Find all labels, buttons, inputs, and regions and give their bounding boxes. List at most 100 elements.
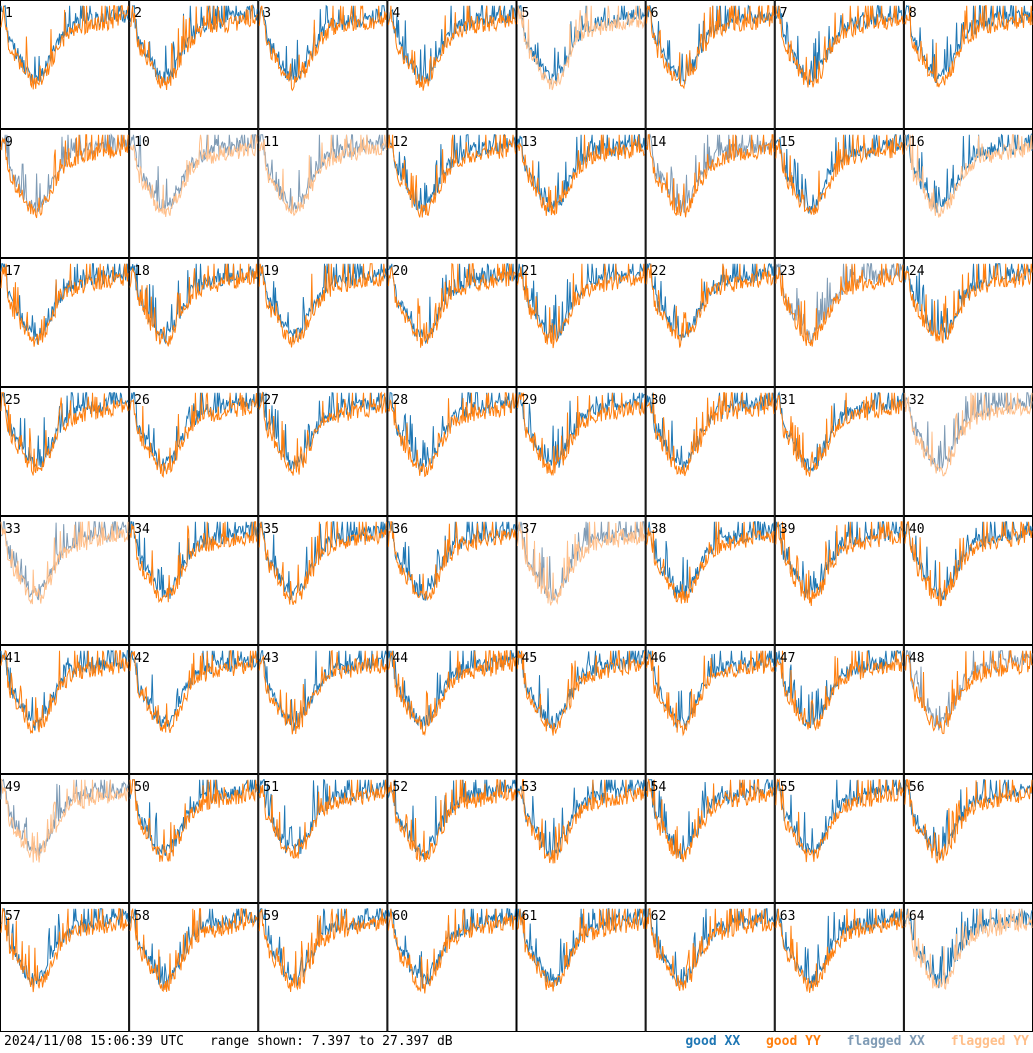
legend-good-xx: good XX bbox=[685, 1034, 741, 1049]
panel-31: 31 bbox=[774, 387, 904, 516]
xx-series-line bbox=[129, 3, 258, 85]
xx-series-line bbox=[646, 779, 775, 860]
yy-series-line bbox=[775, 263, 904, 347]
legend-good-yy: good YY bbox=[765, 1034, 821, 1049]
yy-series-line bbox=[129, 263, 258, 347]
panel-50: 50 bbox=[129, 774, 259, 903]
yy-series-line bbox=[387, 521, 516, 601]
yy-series-line bbox=[904, 392, 1033, 477]
panel-number-label: 17 bbox=[5, 264, 21, 279]
panel-number-label: 54 bbox=[651, 780, 667, 795]
yy-series-line bbox=[646, 650, 775, 737]
panel-number-label: 47 bbox=[780, 651, 796, 666]
panel-number-label: 64 bbox=[909, 909, 925, 924]
panel-12: 12 bbox=[387, 129, 517, 258]
panel-8: 8 bbox=[903, 0, 1033, 129]
panel-frame bbox=[516, 387, 646, 516]
yy-series-line bbox=[258, 5, 387, 92]
yy-series-line bbox=[646, 908, 775, 991]
yy-series-line bbox=[0, 134, 129, 219]
xx-series-line bbox=[775, 779, 904, 857]
panel-22: 22 bbox=[645, 258, 775, 387]
panel-41: 41 bbox=[0, 645, 130, 774]
yy-series-line bbox=[258, 649, 387, 735]
xx-series-line bbox=[904, 392, 1033, 472]
panel-number-label: 14 bbox=[651, 135, 667, 150]
panel-frame bbox=[774, 516, 904, 645]
panel-number-label: 7 bbox=[780, 6, 788, 21]
yy-series-line bbox=[0, 907, 129, 993]
panel-58: 58 bbox=[129, 903, 259, 1032]
yy-series-line bbox=[517, 521, 646, 606]
panel-5: 5 bbox=[516, 0, 646, 129]
xx-series-line bbox=[775, 263, 904, 344]
panel-25: 25 bbox=[0, 387, 130, 516]
yy-series-line bbox=[775, 392, 904, 477]
panel-number-label: 15 bbox=[780, 135, 796, 150]
yy-series-line bbox=[258, 263, 387, 348]
panel-49: 49 bbox=[0, 774, 130, 903]
panel-64: 64 bbox=[903, 903, 1033, 1032]
panel-6: 6 bbox=[645, 0, 775, 129]
yy-series-line bbox=[129, 134, 258, 217]
timestamp-label: 2024/11/08 15:06:39 UTC bbox=[4, 1034, 185, 1049]
yy-series-line bbox=[517, 263, 646, 349]
xx-series-line bbox=[904, 263, 1033, 340]
panel-number-label: 42 bbox=[134, 651, 150, 666]
panel-number-label: 39 bbox=[780, 522, 796, 537]
yy-series-line bbox=[258, 908, 387, 992]
panel-number-label: 26 bbox=[134, 393, 150, 408]
yy-series-line bbox=[517, 392, 646, 477]
panel-number-label: 33 bbox=[5, 522, 21, 537]
panel-33: 33 bbox=[0, 516, 130, 645]
panel-63: 63 bbox=[774, 903, 904, 1032]
yy-series-line bbox=[129, 650, 258, 734]
panel-7: 7 bbox=[774, 0, 904, 129]
yy-series-line bbox=[387, 134, 516, 218]
panel-46: 46 bbox=[645, 645, 775, 774]
panel-number-label: 5 bbox=[522, 6, 530, 21]
panel-4: 4 bbox=[387, 0, 517, 129]
yy-series-line bbox=[0, 392, 129, 476]
panel-number-label: 18 bbox=[134, 264, 150, 279]
yy-series-line bbox=[517, 650, 646, 736]
panel-57: 57 bbox=[0, 903, 130, 1032]
yy-series-line bbox=[904, 779, 1033, 864]
panel-number-label: 29 bbox=[522, 393, 538, 408]
yy-series-line bbox=[0, 521, 129, 605]
yy-series-line bbox=[129, 521, 258, 604]
panel-number-label: 46 bbox=[651, 651, 667, 666]
panel-frame bbox=[516, 903, 646, 1032]
panel-29: 29 bbox=[516, 387, 646, 516]
panel-60: 60 bbox=[387, 903, 517, 1032]
panel-39: 39 bbox=[774, 516, 904, 645]
yy-series-line bbox=[1, 779, 129, 863]
yy-series-line bbox=[775, 5, 904, 88]
panel-number-label: 48 bbox=[909, 651, 925, 666]
panel-number-label: 36 bbox=[392, 522, 408, 537]
legend-flagged-yy: flagged YY bbox=[950, 1034, 1029, 1049]
yy-series-line bbox=[904, 134, 1033, 218]
xx-series-line bbox=[258, 4, 387, 83]
panel-number-label: 43 bbox=[263, 651, 279, 666]
xx-series-line bbox=[387, 908, 516, 989]
yy-series-line bbox=[258, 391, 387, 476]
panel-23: 23 bbox=[774, 258, 904, 387]
panel-1: 1 bbox=[0, 0, 130, 129]
panel-14: 14 bbox=[645, 129, 775, 258]
yy-series-line bbox=[904, 263, 1033, 344]
panel-34: 34 bbox=[129, 516, 259, 645]
footer-bar: 2024/11/08 15:06:39 UTC range shown: 7.3… bbox=[0, 1032, 1033, 1053]
yy-series-line bbox=[646, 521, 775, 604]
yy-series-line bbox=[387, 5, 516, 91]
panel-number-label: 51 bbox=[263, 780, 279, 795]
panel-number-label: 8 bbox=[909, 6, 917, 21]
xx-series-line bbox=[775, 5, 904, 86]
legend: good XX good YY flagged XX flagged YY bbox=[667, 1034, 1029, 1049]
panel-11: 11 bbox=[258, 129, 388, 258]
panel-number-label: 2 bbox=[134, 6, 142, 21]
yy-series-line bbox=[904, 908, 1033, 991]
panel-number-label: 25 bbox=[5, 393, 21, 408]
